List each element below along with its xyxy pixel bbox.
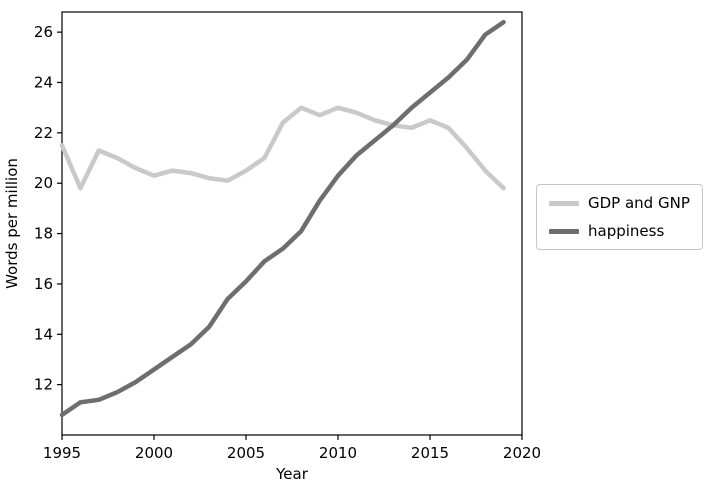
series-line-happiness [59, 19, 506, 418]
legend-label-gdp: GDP and GNP [588, 194, 690, 212]
x-tick-label: 1995 [43, 444, 81, 462]
y-tick-label: 12 [34, 376, 53, 394]
y-tick-label: 14 [34, 325, 53, 343]
x-tick-label: 2015 [411, 444, 449, 462]
legend-item-happiness: happiness [549, 222, 690, 240]
x-axis-label: Year [275, 465, 309, 483]
legend: GDP and GNP happiness [536, 184, 703, 250]
x-tick-label: 2000 [135, 444, 173, 462]
x-tick-label: 2005 [227, 444, 265, 462]
legend-label-happiness: happiness [588, 222, 665, 240]
legend-line-gdp-icon [549, 200, 579, 206]
y-tick-label: 26 [34, 23, 53, 41]
y-tick-label: 16 [34, 275, 53, 293]
y-axis-label: Words per million [3, 158, 21, 289]
x-tick-label: 2020 [503, 444, 541, 462]
legend-item-gdp: GDP and GNP [549, 194, 690, 212]
series-line-gdp [59, 105, 506, 191]
y-tick-label: 18 [34, 225, 53, 243]
x-tick-label: 2010 [319, 444, 357, 462]
plot-border [61, 11, 523, 436]
y-tick-label: 22 [34, 124, 53, 142]
y-tick-label: 24 [34, 74, 53, 92]
legend-line-happiness-icon [549, 228, 579, 234]
y-tick-label: 20 [34, 174, 53, 192]
